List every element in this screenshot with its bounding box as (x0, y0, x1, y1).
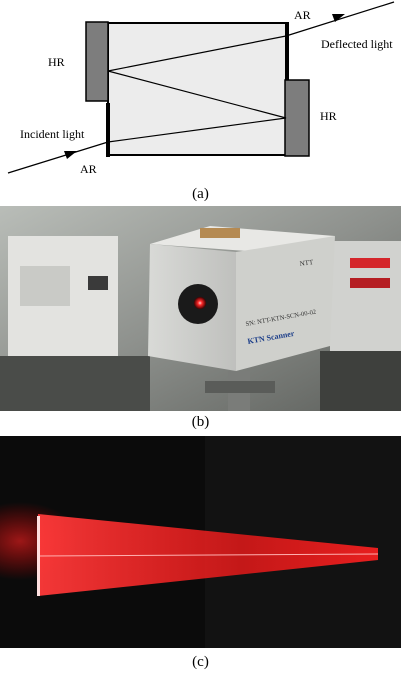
right-shadow (320, 351, 401, 411)
beam-center-line (37, 553, 379, 557)
hr-mirror-left (85, 21, 109, 102)
hr-mirror-right (284, 79, 310, 157)
caption-b: (b) (191, 414, 210, 430)
photo-ktn-scanner: NTT SN: NTT-KTN-SCN-00-02 KTN Scanner (0, 206, 401, 411)
mount-base (205, 381, 275, 393)
scanner-box-side (236, 236, 335, 371)
tape (200, 228, 240, 238)
left-equipment-panel (20, 266, 70, 306)
label-ar-top: AR (294, 8, 311, 22)
left-equipment-knob (88, 276, 108, 290)
laser-dot (194, 297, 206, 309)
label-hr-right: HR (320, 109, 337, 123)
label-ar-bottom: AR (80, 162, 97, 176)
deflected-beam (285, 1, 395, 37)
red-display-1 (350, 258, 390, 268)
photo-laser-beam (0, 436, 401, 648)
crystal-body (107, 22, 288, 156)
incident-beam (7, 141, 109, 174)
caption-c: (c) (192, 654, 209, 670)
scan-line (37, 516, 40, 596)
label-incident-light: Incident light (20, 127, 85, 141)
red-display-2 (350, 278, 390, 288)
left-shadow (0, 356, 150, 411)
internal-beam-path (107, 35, 287, 143)
label-hr-left: HR (48, 55, 65, 69)
schematic-diagram: HR HR AR AR Deflected light Incident lig… (7, 1, 395, 176)
label-deflected-light: Deflected light (321, 37, 393, 51)
caption-a: (a) (192, 186, 209, 202)
right-equipment (330, 241, 401, 351)
incident-arrow-head (64, 151, 77, 159)
device-brand: NTT (299, 258, 314, 268)
deflected-arrow-head (332, 14, 345, 22)
